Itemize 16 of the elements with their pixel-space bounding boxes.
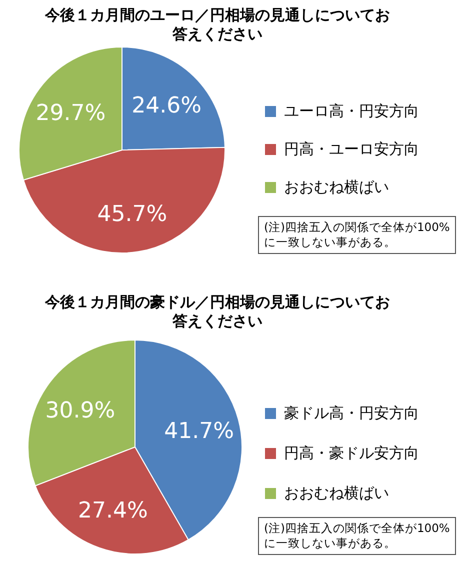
chart-title: 今後１カ月間のユーロ／円相場の見通しについてお答えください	[45, 6, 390, 44]
text: (注)四捨五入の関係で全体が100%に一致しない事がある。	[258, 216, 456, 254]
chart-title: 今後１カ月間の豪ドル／円相場の見通しについてお答えください	[45, 293, 390, 331]
data-label: 29.7%	[36, 100, 106, 126]
legend-label: おおむね横ばい	[284, 484, 389, 503]
legend-label: 円高・ユーロ安方向	[284, 140, 419, 159]
data-label: 30.9%	[45, 398, 116, 424]
data-label: 41.7%	[164, 418, 234, 444]
data-label: 45.7%	[97, 202, 168, 228]
legend-label: おおむね横ばい	[284, 178, 389, 197]
text: (注)四捨五入の関係で全体が100%に一致しない事がある。	[258, 517, 456, 555]
data-label: 24.6%	[132, 93, 202, 118]
legend-label: 豪ドル高・円安方向	[284, 404, 419, 423]
legend-label: 円高・豪ドル安方向	[284, 444, 419, 463]
legend-label: ユーロ高・円安方向	[284, 102, 419, 121]
data-label: 27.4%	[78, 498, 148, 524]
